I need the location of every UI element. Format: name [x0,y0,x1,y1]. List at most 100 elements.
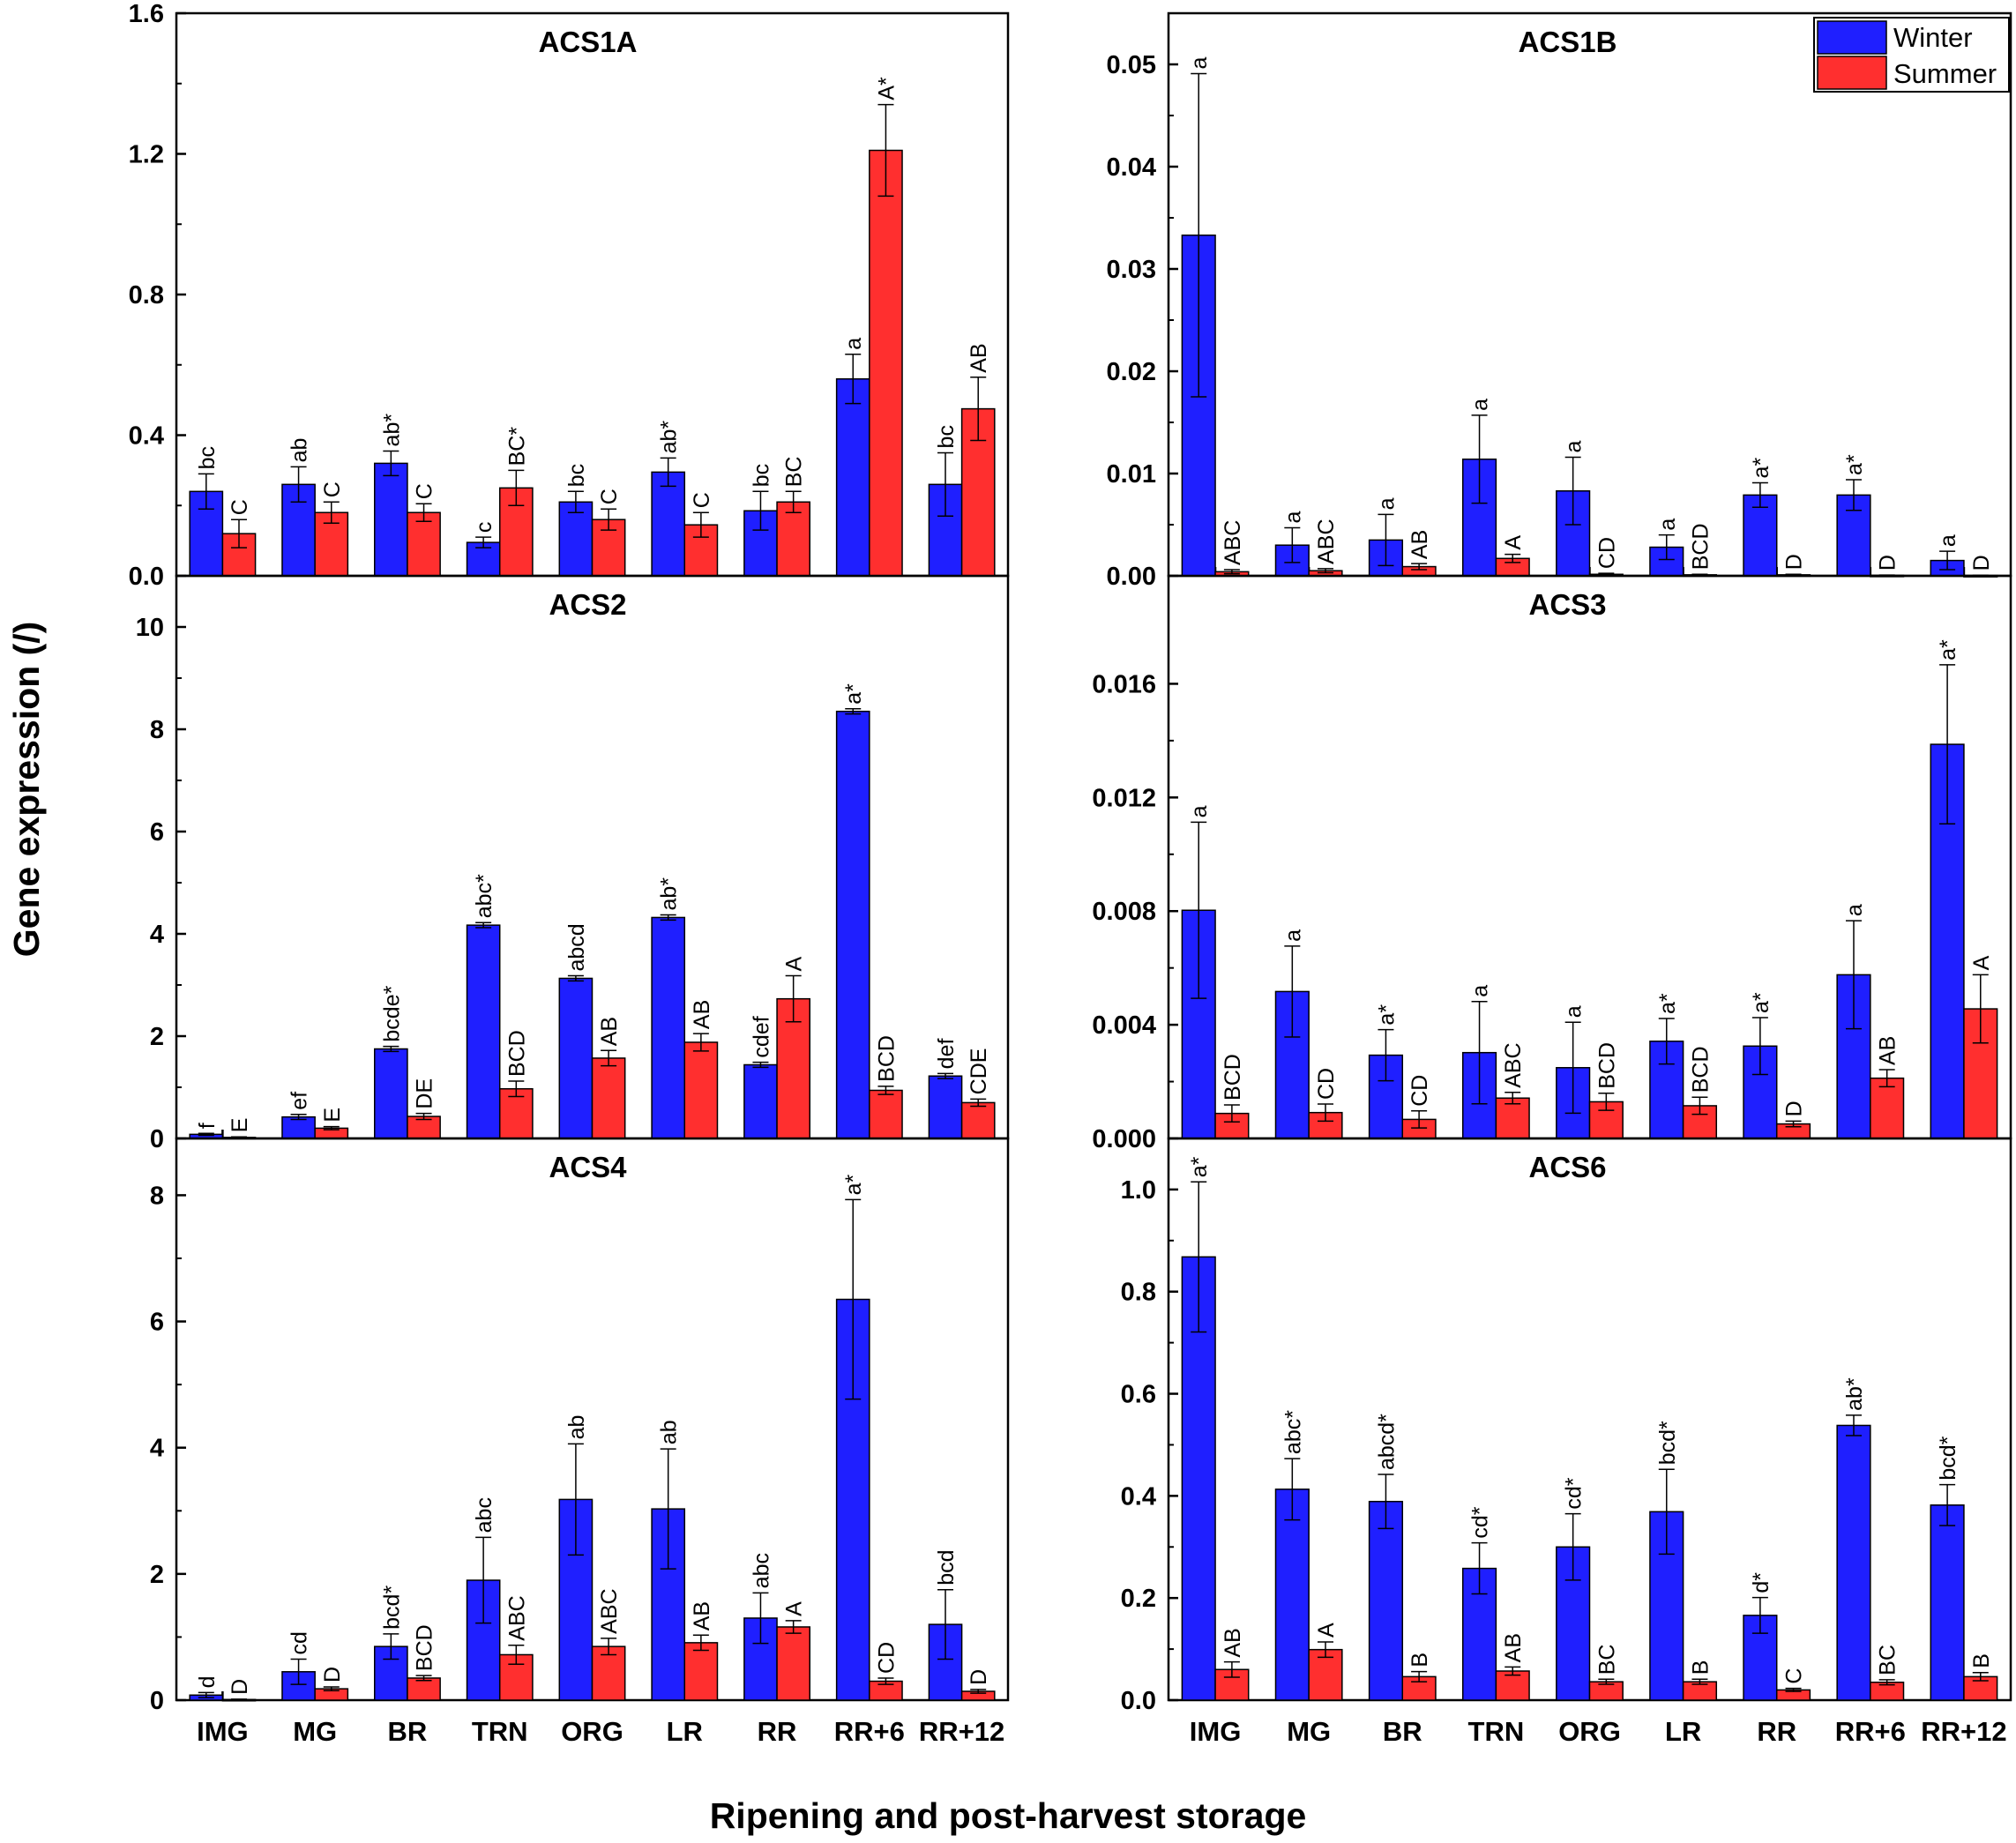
sig-label-acs3-winter-rr: a* [1749,992,1773,1013]
sig-label-acs6-winter-mg: abc* [1281,1410,1305,1454]
y-tick-label-acs6: 0.6 [1121,1381,1156,1409]
sig-label-acs3-summer-lr: BCD [1688,1046,1713,1093]
bar-acs1a-winter-org [558,501,594,577]
legend-label-summer: Summer [1893,58,1997,89]
y-tick-label-acs2: 2 [150,1023,164,1051]
sig-label-acs6-winter-br: abcd* [1374,1414,1399,1470]
sig-label-acs1b-summer-rr: D [1782,554,1807,570]
sig-label-acs1a-winter-lr: ab* [657,421,682,454]
sig-label-acs1a-summer-br: C [413,483,437,499]
sig-label-acs1b-winter-trn: a [1468,399,1493,411]
y-tick-label-acs1b: 0.00 [1107,563,1156,591]
y-axis-title: Gene expression (/) [6,622,47,958]
y-tick-label-acs4: 8 [150,1182,164,1210]
panel-acs1a: ACS1A 0.0 0.4 0.8 1.2 1.6 bc Cab Cab* Cc BC* bc Cab*… [129,0,1010,591]
sig-label-acs1a-summer-org: C [597,489,622,504]
x-category-label-trn: TRN [1468,1716,1525,1747]
sig-label-acs4-winter-rr: abc [749,1553,773,1588]
y-tick-label-acs6: 0.2 [1121,1585,1156,1613]
x-category-label-rr: RR [1757,1716,1796,1747]
panel-acs3: ACS3 0.000 0.004 0.008 0.012 0.016 a BCD a CD a* CD… [1092,574,2012,1153]
sig-label-acs1b-winter-rr-6: a* [1842,454,1867,475]
sig-label-acs1b-winter-br: a [1374,497,1399,510]
sig-label-acs2-winter-rr: cdef [749,1016,773,1057]
sig-label-acs6-summer-org: BC [1594,1645,1619,1675]
y-tick-label-acs1b: 0.04 [1107,153,1156,182]
sig-label-acs1b-summer-img: ABC [1221,520,1245,565]
y-tick-label-acs1a: 0.8 [129,281,164,310]
y-tick-label-acs3: 0.012 [1092,784,1156,812]
y-tick-label-acs1b: 0.03 [1107,256,1156,284]
sig-label-acs2-summer-org: AB [597,1017,622,1046]
sig-label-acs4-winter-mg: cd [287,1631,312,1654]
sig-label-acs2-winter-rr-6: a* [841,683,866,705]
sig-label-acs6-winter-lr: bcd* [1655,1421,1680,1465]
sig-label-acs4-summer-mg: D [320,1667,345,1683]
x-category-label-lr: LR [1665,1716,1701,1747]
sig-label-acs6-summer-trn: AB [1501,1633,1526,1662]
bar-acs2-winter-mg [281,1116,316,1139]
sig-label-acs1a-summer-rr-6: A* [874,77,899,101]
sig-label-acs2-winter-br: bcde* [379,985,404,1041]
x-axis-title: Ripening and post-harvest storage [710,1795,1307,1836]
sig-label-acs6-winter-trn: cd* [1468,1506,1493,1538]
bar-acs2-winter-br [373,1048,408,1139]
bar-acs1a-winter-br [373,462,408,577]
bar-acs4-summer-lr [683,1642,719,1701]
y-tick-label-acs6: 0.4 [1121,1482,1156,1511]
sig-label-acs1b-summer-lr: BCD [1688,523,1713,570]
bar-acs4-summer-br [407,1677,441,1701]
bar-acs1a-winter-lr [651,471,686,577]
sig-label-acs2-summer-rr-12: CDE [967,1048,991,1095]
sig-label-acs1a-winter-rr-12: bc [934,425,959,448]
sig-label-acs6-summer-mg: A [1314,1623,1339,1638]
sig-label-acs3-summer-br: CD [1407,1075,1432,1107]
sig-label-acs2-winter-lr: ab* [657,877,682,911]
sig-label-acs2-summer-rr: A [782,957,807,972]
legend-swatch-winter [1817,20,1887,55]
y-tick-label-acs3: 0.004 [1092,1011,1156,1040]
sig-label-acs1a-summer-rr-12: AB [967,343,991,372]
bar-acs4-summer-org [591,1645,626,1701]
sig-label-acs3-winter-trn: a [1468,985,1493,997]
sig-label-acs1b-summer-rr-12: D [1969,555,1994,571]
sig-label-acs1b-summer-rr-6: D [1876,555,1900,571]
sig-label-acs4-winter-img: d [195,1676,220,1689]
bar-acs2-winter-org [558,977,594,1139]
sig-label-acs4-winter-rr-6: a* [841,1175,866,1196]
x-category-label-rr-6: RR+6 [834,1716,905,1747]
x-category-label-org: ORG [561,1716,623,1747]
x-category-label-mg: MG [1287,1716,1331,1747]
bar-acs2-summer-lr [683,1041,719,1139]
bar-acs4-summer-rr [776,1626,811,1701]
panel-title-acs2: ACS2 [549,588,626,621]
y-tick-label-acs3: 0.000 [1092,1125,1156,1153]
sig-label-acs3-summer-org: BCD [1594,1042,1619,1089]
sig-label-acs1a-winter-rr: bc [749,464,773,487]
sig-label-acs6-winter-img: a* [1187,1156,1212,1177]
sig-label-acs1a-summer-lr: C [690,492,714,508]
bar-acs2-winter-rr-6 [835,710,870,1139]
sig-label-acs3-summer-img: BCD [1221,1054,1245,1101]
panel-title-acs4: ACS4 [549,1151,627,1183]
y-tick-label-acs3: 0.008 [1092,898,1156,926]
sig-label-acs4-summer-rr-6: CD [874,1642,899,1674]
sig-label-acs1a-winter-trn: c [472,522,497,534]
panel-title-acs3: ACS3 [1528,588,1606,621]
legend-label-winter: Winter [1893,22,1973,53]
sig-label-acs2-summer-mg: E [320,1108,345,1123]
y-tick-label-acs4: 6 [150,1309,164,1337]
bar-acs2-winter-trn [466,924,501,1139]
y-tick-label-acs2: 6 [150,818,164,847]
y-tick-label-acs4: 2 [150,1561,164,1589]
bar-acs2-summer-rr-12 [960,1101,996,1139]
bar-acs2-winter-rr-12 [928,1075,963,1139]
sig-label-acs6-summer-lr: B [1688,1660,1713,1675]
sig-label-acs1b-summer-trn: A [1501,535,1526,550]
x-category-label-rr: RR [758,1716,797,1747]
bar-acs6-winter-mg [1274,1489,1310,1701]
x-category-label-lr: LR [667,1716,703,1747]
x-category-label-org: ORG [1558,1716,1621,1747]
